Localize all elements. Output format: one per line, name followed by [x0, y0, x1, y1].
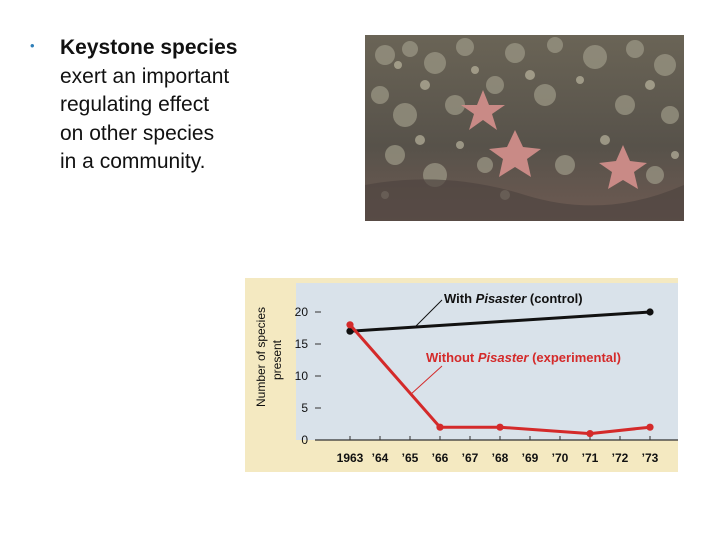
bullet-line-4: in a community.	[60, 150, 206, 173]
sea-star-photo	[365, 35, 684, 221]
x-tick-label: ’73	[642, 451, 659, 465]
x-tick-label: ’65	[402, 451, 419, 465]
legend-without-pisaster: Without Pisaster (experimental)	[426, 350, 621, 365]
series-point-1	[586, 430, 594, 438]
x-tick-label: ’72	[612, 451, 629, 465]
y-tick-label: 15	[295, 337, 309, 351]
y-tick-label: 10	[295, 369, 309, 383]
series-point-0	[646, 308, 654, 316]
legend-with-pisaster: With Pisaster (control)	[444, 291, 583, 306]
x-tick-label: ’71	[582, 451, 599, 465]
y-tick-label: 0	[301, 433, 308, 447]
series-point-0	[346, 327, 354, 335]
legend-with-italic: Pisaster	[476, 291, 528, 306]
legend-with-suffix: (control)	[526, 291, 582, 306]
y-axis-label-line2: present	[270, 339, 284, 380]
x-tick-label: ’68	[492, 451, 509, 465]
bullet-line-2: regulating effect	[60, 93, 210, 116]
series-point-1	[496, 423, 504, 431]
legend-without-suffix: (experimental)	[528, 350, 620, 365]
legend-with-prefix: With	[444, 291, 476, 306]
bullet-marker: •	[30, 38, 35, 53]
x-tick-label: ’67	[462, 451, 479, 465]
bullet-line-3: on other species	[60, 121, 215, 145]
legend-leader-without	[409, 365, 443, 396]
series-point-1	[346, 321, 354, 329]
y-tick-label: 20	[295, 305, 309, 319]
x-tick-label: ’70	[552, 451, 569, 465]
y-tick-label: 5	[301, 401, 308, 415]
sea-star-photo-image	[365, 35, 684, 221]
chart-series	[346, 308, 654, 438]
legend-without-italic: Pisaster	[478, 350, 530, 365]
x-tick-label: ’69	[522, 451, 539, 465]
x-tick-label: ’66	[432, 451, 449, 465]
bullet-line-1: exert an important	[60, 64, 230, 88]
series-point-1	[436, 423, 444, 431]
x-tick-label: ’64	[372, 451, 389, 465]
plot-area	[296, 283, 678, 440]
y-axis-label-line1: Number of species	[254, 307, 268, 407]
bullet-bold-text: Keystone species	[60, 36, 238, 59]
x-tick-label: 1963	[337, 451, 364, 465]
legend-without-prefix: Without	[426, 350, 478, 365]
series-line-1	[348, 323, 651, 436]
chart-axes: 0 5 10 15 20 1963 ’64 ’65 ’66 ’67 ’68 ’69 ’70 ’71 ’72 ’…	[295, 299, 678, 465]
legend-leader-with	[415, 299, 443, 327]
series-point-1	[646, 423, 654, 431]
series-line-0	[349, 310, 651, 333]
bullet-text: Keystone species exert an important regu…	[60, 34, 340, 177]
